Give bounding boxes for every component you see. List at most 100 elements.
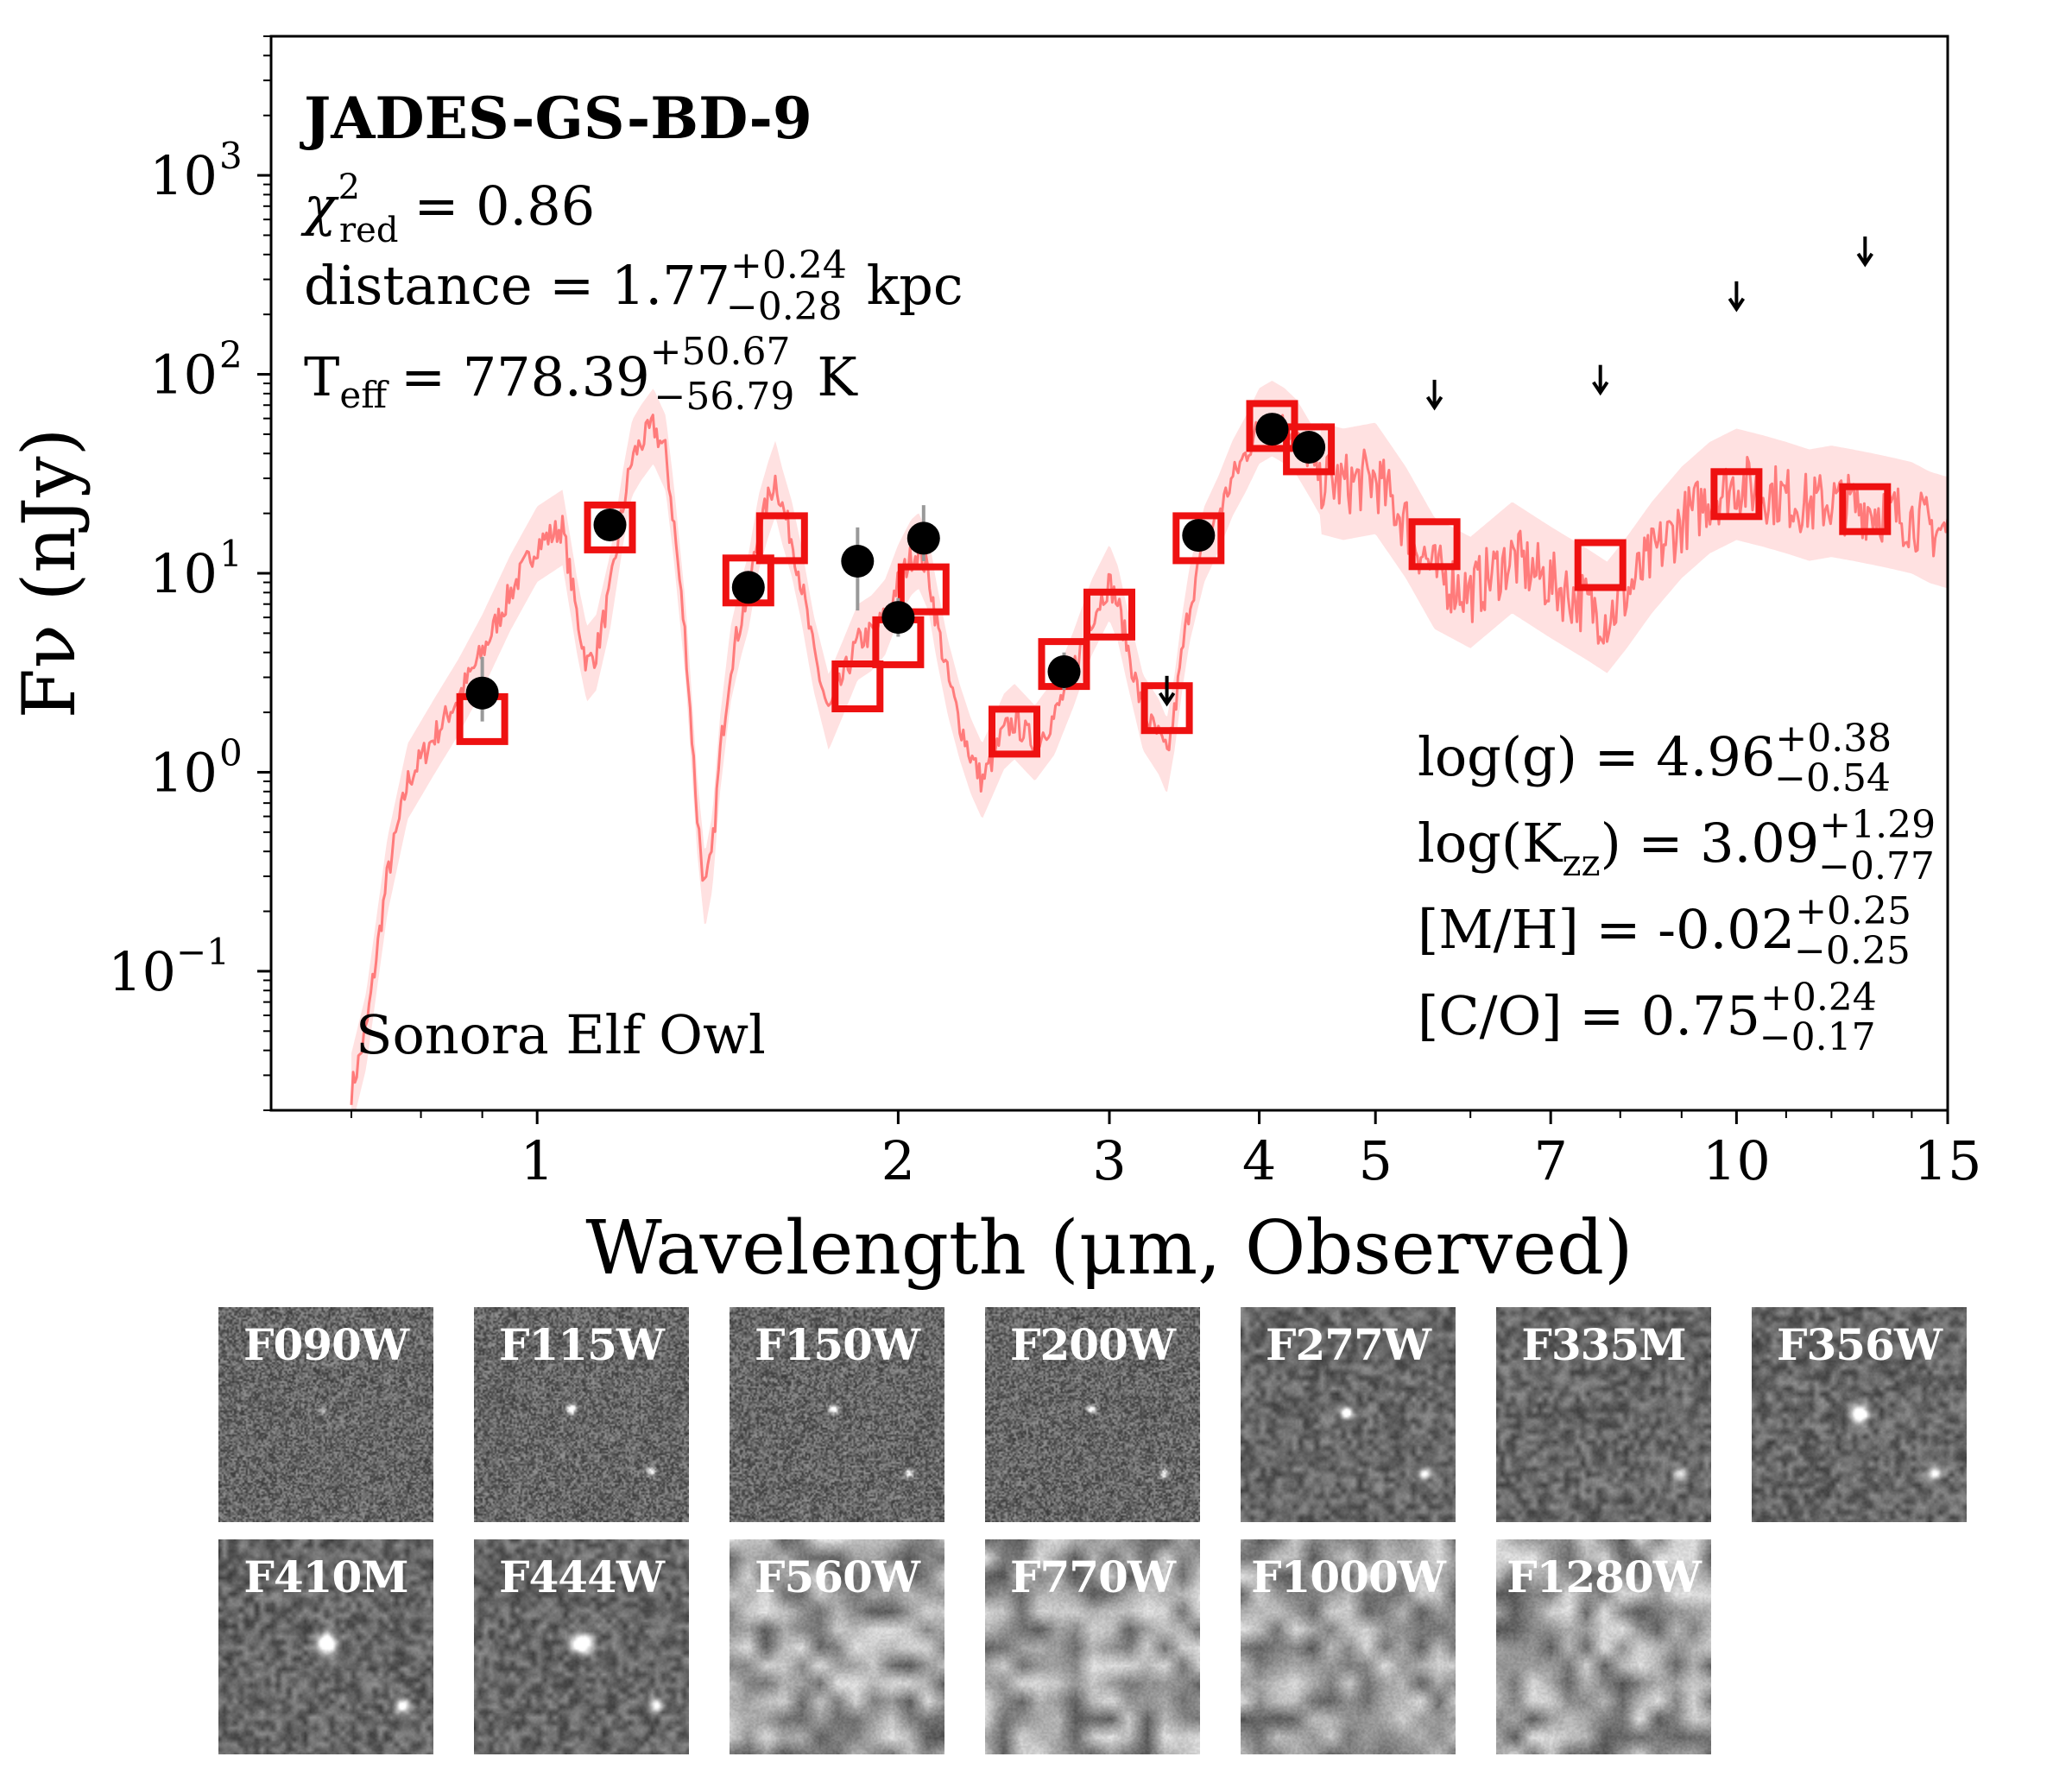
model-photometry-square bbox=[1839, 483, 1892, 535]
cutout-label: F335M bbox=[1521, 1319, 1686, 1370]
kzz-label: log(K bbox=[1418, 812, 1563, 875]
model-photometry-square bbox=[1283, 423, 1336, 476]
model-photometry-square bbox=[755, 512, 808, 565]
model-photometry-square bbox=[989, 705, 1040, 758]
y-tick-exponent: 2 bbox=[219, 334, 243, 376]
fit-summary: JADES-GS-BD-9 χ2 red = 0.86 distance = 1.7… bbox=[300, 85, 963, 419]
logg-annotation: log(g) = 4.96+0.38 −0.54 bbox=[1418, 717, 1892, 800]
cutout-f090w: F090W bbox=[218, 1307, 433, 1522]
teff-annotation: Teff = 778.39+50.67 −56.79 K bbox=[304, 330, 858, 419]
cutout-label: F1000W bbox=[1251, 1551, 1446, 1602]
chi2-value: = 0.86 bbox=[414, 174, 595, 237]
kzz-annotation: log(Kzz) = 3.09+1.29 −0.77 bbox=[1418, 803, 1936, 888]
observed-point bbox=[906, 521, 940, 555]
y-tick-exponent: 1 bbox=[219, 533, 243, 575]
y-tick-exponent: −1 bbox=[176, 931, 230, 973]
cutout-label: F356W bbox=[1776, 1319, 1942, 1370]
upper-limit-arrowhead bbox=[1728, 297, 1746, 313]
cutout-image bbox=[1496, 1307, 1711, 1522]
model-photometry-square bbox=[1172, 512, 1225, 565]
cutout-label: F150W bbox=[754, 1319, 920, 1370]
observed-point bbox=[593, 509, 627, 541]
cutout-f335m: F335M bbox=[1496, 1307, 1711, 1522]
cutout-f560w: F560W bbox=[730, 1539, 944, 1754]
distance-down: −0.28 bbox=[726, 285, 843, 329]
x-tick-label: 2 bbox=[881, 1129, 915, 1192]
cutout-f277w: F277W bbox=[1241, 1307, 1456, 1522]
y-tick-label: 10 bbox=[108, 940, 176, 1003]
observed-point bbox=[465, 676, 499, 710]
cutout-image bbox=[985, 1307, 1200, 1522]
mh-up: +0.25 bbox=[1795, 889, 1911, 933]
co-down: −0.17 bbox=[1759, 1015, 1876, 1059]
y-tick-label: 10 bbox=[149, 144, 218, 207]
observed-point bbox=[731, 571, 765, 604]
model-photometry-square bbox=[1408, 518, 1461, 571]
co-annotation: [C/O] = 0.75+0.24 −0.17 bbox=[1418, 976, 1877, 1059]
teff-sub: eff bbox=[339, 374, 389, 416]
model-photometry-square bbox=[1574, 539, 1627, 591]
observed-point bbox=[1255, 413, 1289, 446]
observed-photometry-layer bbox=[465, 413, 1326, 722]
y-tick-label: 10 bbox=[149, 344, 218, 407]
model-spectrum-band bbox=[351, 381, 1948, 1110]
x-tick-label: 15 bbox=[1914, 1129, 1982, 1192]
x-axis-label: Wavelength (μm, Observed) bbox=[585, 1205, 1633, 1292]
model-photometry-square bbox=[897, 563, 950, 616]
observed-point bbox=[881, 601, 915, 635]
cutout-f356w: F356W bbox=[1752, 1307, 1967, 1522]
cutout-image bbox=[218, 1307, 433, 1522]
x-tick-label: 3 bbox=[1092, 1129, 1126, 1192]
observed-point bbox=[1047, 655, 1081, 688]
cutout-label: F090W bbox=[243, 1319, 409, 1370]
cutout-f410m: F410M bbox=[218, 1539, 433, 1754]
x-tick-label: 7 bbox=[1533, 1129, 1567, 1192]
cutout-f770w: F770W bbox=[985, 1539, 1200, 1754]
cutout-f1280w: F1280W bbox=[1496, 1539, 1711, 1754]
co-up: +0.24 bbox=[1760, 976, 1877, 1020]
upper-limit-arrowhead bbox=[1425, 395, 1443, 411]
cutout-label: F770W bbox=[1009, 1551, 1176, 1602]
cutout-f444w: F444W bbox=[474, 1539, 689, 1754]
observed-point bbox=[1292, 431, 1326, 464]
x-tick-label: 1 bbox=[520, 1129, 553, 1192]
distance-unit: kpc bbox=[867, 254, 963, 317]
cutout-label: F115W bbox=[498, 1319, 665, 1370]
distance-up: +0.24 bbox=[730, 243, 847, 288]
co-label: [C/O] = 0.75 bbox=[1418, 984, 1760, 1047]
cutout-f200w: F200W bbox=[985, 1307, 1200, 1522]
logg-up: +0.38 bbox=[1775, 717, 1892, 761]
distance-label: distance = 1.77 bbox=[304, 254, 730, 317]
observed-point bbox=[1182, 519, 1216, 553]
chi2-sub: red bbox=[339, 211, 398, 250]
kzz-value: ) = 3.09 bbox=[1601, 812, 1820, 875]
cutout-f115w: F115W bbox=[474, 1307, 689, 1522]
y-tick-exponent: 0 bbox=[219, 731, 243, 774]
cutout-label: F560W bbox=[754, 1551, 920, 1602]
cutout-label: F200W bbox=[1009, 1319, 1176, 1370]
y-tick-label: 10 bbox=[149, 542, 218, 605]
fit-parameters: log(g) = 4.96+0.38 −0.54 log(Kzz) = 3.09+… bbox=[1418, 717, 1936, 1059]
logg-label: log(g) = 4.96 bbox=[1418, 725, 1775, 788]
cutout-image bbox=[730, 1539, 944, 1754]
mh-label: [M/H] = -0.02 bbox=[1418, 898, 1795, 961]
model-label: Sonora Elf Owl bbox=[356, 1003, 766, 1066]
model-photometry-square bbox=[831, 660, 884, 712]
y-tick-label: 10 bbox=[149, 741, 218, 804]
cutout-image bbox=[474, 1307, 689, 1522]
logg-down: −0.54 bbox=[1774, 756, 1891, 800]
cutout-label: F1280W bbox=[1507, 1551, 1702, 1602]
distance-annotation: distance = 1.77+0.24 −0.28 kpc bbox=[304, 243, 963, 329]
cutout-f1000w: F1000W bbox=[1241, 1539, 1456, 1754]
teff-up: +50.67 bbox=[650, 330, 791, 374]
chi2-symbol: χ bbox=[300, 174, 339, 237]
x-tick-label: 5 bbox=[1358, 1129, 1392, 1192]
cutout-image bbox=[474, 1539, 689, 1754]
model-photometry-square bbox=[1710, 468, 1763, 521]
upper-limits-layer bbox=[1158, 236, 1873, 707]
cutout-label: F410M bbox=[243, 1551, 408, 1602]
chi2-sup: 2 bbox=[338, 167, 360, 207]
y-axis-label: Fν (nJy) bbox=[7, 428, 92, 719]
cutout-image bbox=[1241, 1539, 1456, 1754]
